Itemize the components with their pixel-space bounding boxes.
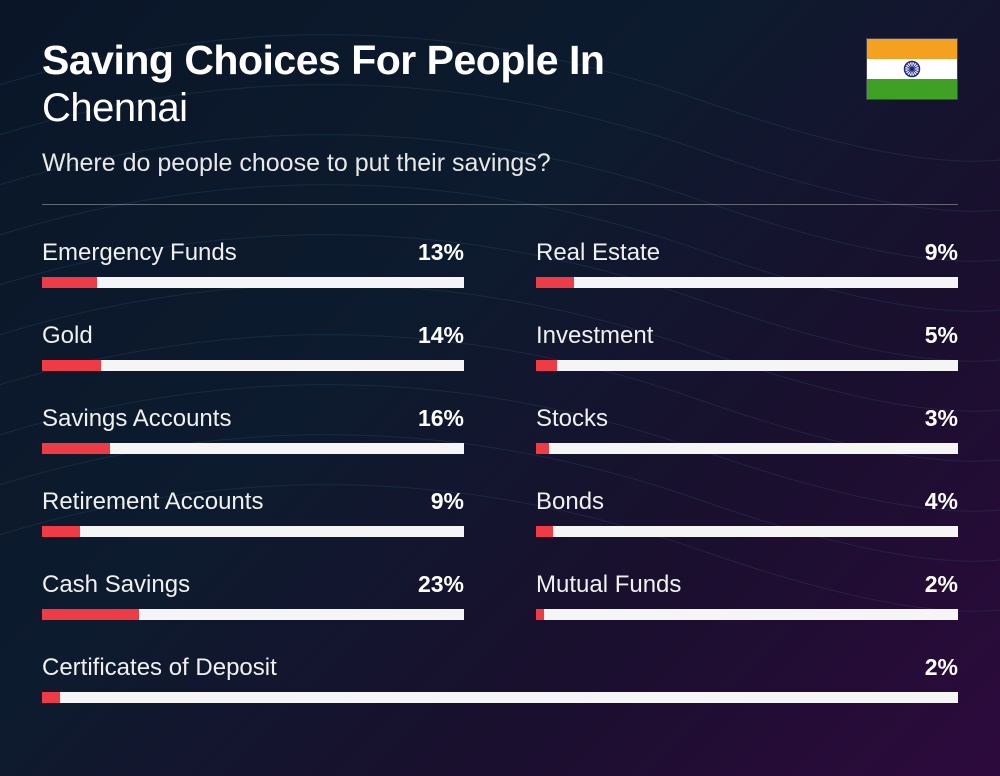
bar-item-header: Retirement Accounts 9% (42, 488, 464, 516)
bar-label: Savings Accounts (42, 405, 231, 433)
header: Saving Choices For People In Chennai Whe… (42, 38, 958, 178)
bar-value: 16% (418, 405, 464, 432)
bar-label: Real Estate (536, 239, 660, 267)
bar-label: Certificates of Deposit (42, 654, 277, 682)
bar-track (42, 443, 464, 454)
bar-fill (536, 526, 553, 537)
bar-value: 9% (925, 239, 958, 266)
bar-value: 5% (925, 322, 958, 349)
bar-item-header: Real Estate 9% (536, 239, 958, 267)
bar-fill (42, 526, 80, 537)
bar-value: 13% (418, 239, 464, 266)
bar-label: Bonds (536, 488, 604, 516)
bar-track (536, 360, 958, 371)
bar-value: 4% (925, 488, 958, 515)
bar-item: Investment 5% (536, 322, 958, 371)
bar-item-header: Savings Accounts 16% (42, 405, 464, 433)
subtitle: Where do people choose to put their savi… (42, 149, 958, 178)
bar-item-header: Investment 5% (536, 322, 958, 350)
bar-item-header: Certificates of Deposit 2% (42, 654, 958, 682)
bar-track (42, 277, 464, 288)
bar-item-header: Bonds 4% (536, 488, 958, 516)
bar-track (42, 609, 464, 620)
bar-item: Bonds 4% (536, 488, 958, 537)
title-line-2: Chennai (42, 85, 958, 131)
bar-item-header: Cash Savings 23% (42, 571, 464, 599)
bar-label: Stocks (536, 405, 608, 433)
bar-item: Mutual Funds 2% (536, 571, 958, 620)
bar-item-header: Emergency Funds 13% (42, 239, 464, 267)
bar-item: Stocks 3% (536, 405, 958, 454)
bar-value: 14% (418, 322, 464, 349)
bar-item: Savings Accounts 16% (42, 405, 464, 454)
bar-fill (42, 443, 110, 454)
bar-label: Gold (42, 322, 93, 350)
bar-item: Cash Savings 23% (42, 571, 464, 620)
bar-track (42, 360, 464, 371)
bar-fill (42, 692, 60, 703)
bar-fill (536, 277, 574, 288)
bar-track (536, 443, 958, 454)
bar-value: 3% (925, 405, 958, 432)
bar-item: Emergency Funds 13% (42, 239, 464, 288)
title-line-1: Saving Choices For People In (42, 38, 958, 83)
bar-track (42, 526, 464, 537)
bar-item-header: Mutual Funds 2% (536, 571, 958, 599)
bar-item-header: Stocks 3% (536, 405, 958, 433)
india-flag-icon (866, 38, 958, 100)
bar-value: 2% (925, 654, 958, 681)
bar-label: Investment (536, 322, 653, 350)
bar-track (42, 692, 958, 703)
bars-grid: Emergency Funds 13% Real Estate 9% Gold 14% In… (42, 239, 958, 703)
ashoka-chakra-icon (903, 60, 921, 78)
bar-fill (42, 360, 101, 371)
bar-item: Retirement Accounts 9% (42, 488, 464, 537)
bar-label: Emergency Funds (42, 239, 237, 267)
bar-value: 9% (431, 488, 464, 515)
bar-item-header: Gold 14% (42, 322, 464, 350)
bar-fill (536, 360, 557, 371)
bar-fill (536, 443, 549, 454)
bar-label: Cash Savings (42, 571, 190, 599)
flag-saffron (867, 39, 957, 59)
bar-track (536, 277, 958, 288)
bar-fill (536, 609, 544, 620)
flag-green (867, 79, 957, 99)
bar-value: 2% (925, 571, 958, 598)
bar-item: Gold 14% (42, 322, 464, 371)
bar-fill (42, 609, 139, 620)
divider (42, 204, 958, 205)
bar-label: Mutual Funds (536, 571, 681, 599)
bar-track (536, 526, 958, 537)
bar-label: Retirement Accounts (42, 488, 263, 516)
bar-track (536, 609, 958, 620)
bar-value: 23% (418, 571, 464, 598)
bar-item: Real Estate 9% (536, 239, 958, 288)
bar-fill (42, 277, 97, 288)
bar-item: Certificates of Deposit 2% (42, 654, 958, 703)
